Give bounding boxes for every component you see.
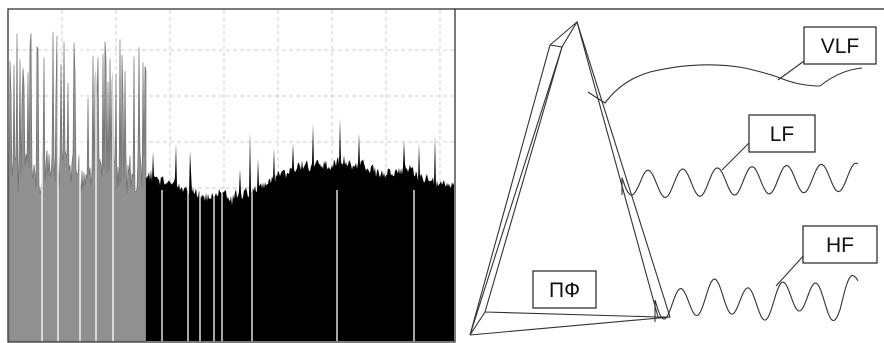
prism-back-edges xyxy=(469,21,670,336)
filter-diagram-panel: ПФ VLF LF HF xyxy=(455,8,884,336)
signal-plot-panel xyxy=(7,8,456,343)
filter-label-text: ПФ xyxy=(549,279,580,302)
lf-label: LF xyxy=(748,114,816,153)
vlf-wave xyxy=(587,64,863,104)
hf-wave xyxy=(654,275,859,322)
lf-label-text: LF xyxy=(770,123,795,146)
signal-trace xyxy=(8,31,454,342)
prism-left-edge xyxy=(469,21,578,336)
vlf-label-box xyxy=(803,26,877,65)
hf-label-text: HF xyxy=(826,234,854,257)
vlf-label: VLF xyxy=(803,26,877,65)
signal-area-light xyxy=(8,31,147,342)
vlf-label-text: VLF xyxy=(821,35,860,58)
filter-label-box xyxy=(532,270,597,309)
lf-label-box xyxy=(748,114,816,153)
signal-area-dark xyxy=(146,118,454,341)
lf-wave xyxy=(621,162,859,198)
hf-label-box xyxy=(802,225,878,264)
hf-pointer xyxy=(775,252,807,287)
hf-label: HF xyxy=(802,225,878,264)
lf-pointer xyxy=(721,139,753,171)
filter-label: ПФ xyxy=(532,270,597,309)
filter-prism xyxy=(469,20,671,336)
